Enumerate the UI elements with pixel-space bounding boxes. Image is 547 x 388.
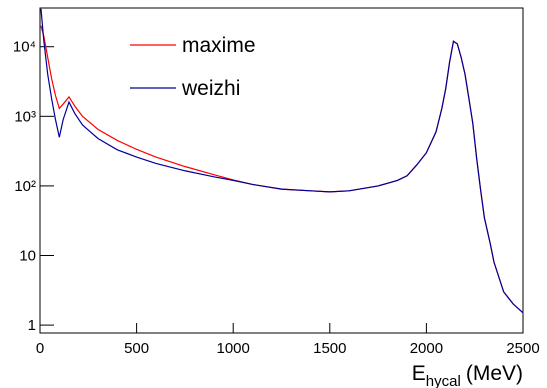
x-axis-label: Ehycal (MeV): [412, 362, 523, 388]
x-tick-label: 0: [36, 340, 44, 357]
x-tick-label: 2500: [506, 340, 539, 357]
x-tick-label: 1000: [217, 340, 250, 357]
x-tick-label: 1500: [313, 340, 346, 357]
series-line: [40, 8, 524, 314]
y-tick-label: 10³: [14, 108, 36, 125]
y-tick-label: 10⁴: [13, 39, 36, 56]
legend-label: weizhi: [181, 77, 240, 100]
y-tick-label: 10: [19, 248, 36, 265]
x-axis-label-sub: hycal: [426, 373, 461, 388]
legend-label: maxime: [182, 34, 256, 57]
plot-frame: [39, 7, 524, 334]
y-tick-label: 10²: [14, 178, 36, 195]
x-tick-label: 500: [124, 340, 149, 357]
x-axis-label-main: E: [412, 362, 426, 385]
series-line: [40, 25, 524, 314]
y-tick-label: 1: [28, 317, 36, 334]
x-tick-label: 2000: [410, 340, 443, 357]
x-axis-label-unit: (MeV): [466, 362, 523, 385]
